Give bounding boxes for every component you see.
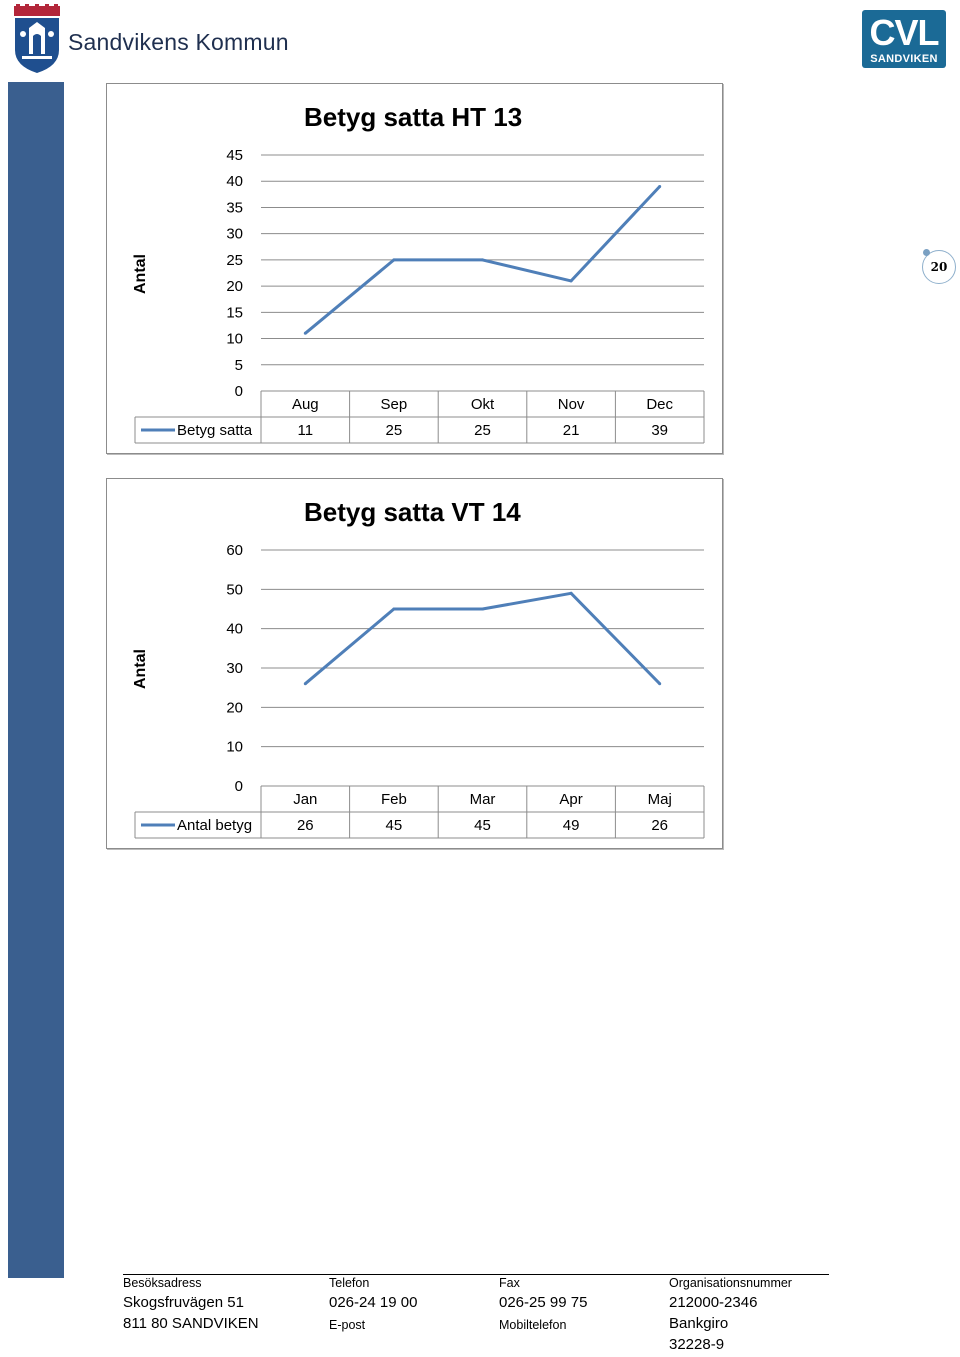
data-table-value: 49 xyxy=(563,817,580,834)
data-table-value: 11 xyxy=(298,422,314,439)
y-tick-label: 0 xyxy=(235,778,243,795)
chart-ht13: Betyg satta HT 13 Antal 0 5 10 15 20 25 30 35 40… xyxy=(106,83,723,454)
data-table-value: 21 xyxy=(563,422,580,439)
y-tick-label: 30 xyxy=(226,660,243,677)
x-category-label: Mar xyxy=(470,791,496,808)
footer-value: Bankgiro xyxy=(669,1315,729,1332)
footer-column-address: Besöksadress Skogsfruvägen 51 811 80 SAN… xyxy=(123,1275,259,1336)
left-sidebar-band xyxy=(8,82,64,1278)
x-category-label: Aug xyxy=(292,396,319,413)
municipality-logo: Sandvikens Kommun xyxy=(12,4,289,74)
chart-vt14-svg: Betyg satta VT 14 Antal 0 10 20 30 40 50 60 Jan… xyxy=(132,497,705,839)
footer-value: 026-25 99 75 xyxy=(499,1294,588,1311)
footer-column-org: Organisationsnummer 212000-2346 Bankgiro… xyxy=(669,1275,792,1357)
y-tick-label: 10 xyxy=(226,331,243,348)
x-category-label: Feb xyxy=(381,791,407,808)
cvl-logo-subtext: SANDVIKEN xyxy=(870,53,938,65)
x-category-label: Dec xyxy=(646,396,673,413)
data-table-value: 26 xyxy=(297,817,314,834)
footer-value: Skogsfruvägen 51 xyxy=(123,1294,244,1311)
x-category-label: Okt xyxy=(471,396,495,413)
x-category-label: Nov xyxy=(558,396,585,413)
x-category-label: Maj xyxy=(648,791,672,808)
data-point xyxy=(658,682,662,686)
y-tick-label: 0 xyxy=(235,383,243,400)
cvl-logo-text: CVL xyxy=(869,12,940,53)
y-tick-label: 40 xyxy=(226,173,243,190)
data-point xyxy=(481,607,484,611)
page-number-dot xyxy=(923,249,930,256)
y-tick-label: 40 xyxy=(226,621,243,638)
footer-column-fax: Fax 026-25 99 75 Mobiltelefon xyxy=(499,1275,587,1336)
footer: Besöksadress Skogsfruvägen 51 811 80 SAN… xyxy=(123,1274,829,1353)
data-point xyxy=(303,331,307,335)
chart-title: Betyg satta HT 13 xyxy=(304,102,522,132)
y-tick-label: 35 xyxy=(226,199,243,216)
legend-label: Antal betyg xyxy=(177,817,252,834)
data-table-value: 26 xyxy=(651,817,668,834)
y-tick-label: 20 xyxy=(226,278,243,295)
data-point xyxy=(481,258,484,262)
data-table-value: 25 xyxy=(386,422,403,439)
y-tick-label: 10 xyxy=(226,739,243,756)
data-point xyxy=(392,258,396,262)
y-tick-label: 60 xyxy=(226,542,243,559)
data-table-value: 45 xyxy=(386,817,403,834)
footer-label: Fax xyxy=(499,1276,520,1290)
x-category-label: Sep xyxy=(381,396,408,413)
series-line xyxy=(304,591,661,685)
data-point xyxy=(569,591,573,595)
y-tick-label: 5 xyxy=(235,357,243,374)
footer-value: 32228-9 xyxy=(669,1336,725,1353)
chart-vt14: Betyg satta VT 14 Antal 0 10 20 30 40 50 60 Jan… xyxy=(106,478,723,849)
data-point xyxy=(569,279,573,283)
footer-label: E-post xyxy=(329,1318,366,1332)
municipality-name: Sandvikens Kommun xyxy=(68,28,289,55)
y-tick-label: 45 xyxy=(226,147,243,164)
data-point xyxy=(392,607,396,611)
crest-icon xyxy=(14,4,60,73)
y-axis-label: Antal xyxy=(132,649,149,689)
y-tick-label: 20 xyxy=(226,699,243,716)
cvl-logo: CVL SANDVIKEN xyxy=(862,10,946,68)
data-table-value: 39 xyxy=(651,422,668,439)
data-table-value: 45 xyxy=(474,817,491,834)
legend-label: Betyg satta xyxy=(177,422,253,439)
data-point xyxy=(303,682,307,686)
y-tick-label: 15 xyxy=(226,304,243,321)
x-category-label: Apr xyxy=(559,791,582,808)
footer-value: 212000-2346 xyxy=(669,1294,758,1311)
footer-label: Mobiltelefon xyxy=(499,1318,567,1332)
chart-ht13-svg: Betyg satta HT 13 Antal 0 5 10 15 20 25 30 35 40… xyxy=(132,102,705,444)
chart-title: Betyg satta VT 14 xyxy=(304,497,521,527)
footer-column-phone: Telefon 026-24 19 00 E-post xyxy=(329,1275,417,1336)
footer-value: 811 80 SANDVIKEN xyxy=(123,1315,259,1332)
y-tick-label: 25 xyxy=(226,252,243,269)
y-axis-label: Antal xyxy=(132,254,149,294)
footer-label: Telefon xyxy=(329,1276,370,1290)
data-table-value: 25 xyxy=(474,422,491,439)
data-point xyxy=(658,184,662,188)
x-category-label: Jan xyxy=(293,791,317,808)
y-tick-label: 30 xyxy=(226,226,243,243)
page-number: 20 xyxy=(922,250,956,284)
footer-label: Besöksadress xyxy=(123,1276,202,1290)
footer-value: 026-24 19 00 xyxy=(329,1294,418,1311)
y-tick-label: 50 xyxy=(226,581,243,598)
footer-label: Organisationsnummer xyxy=(669,1276,792,1290)
